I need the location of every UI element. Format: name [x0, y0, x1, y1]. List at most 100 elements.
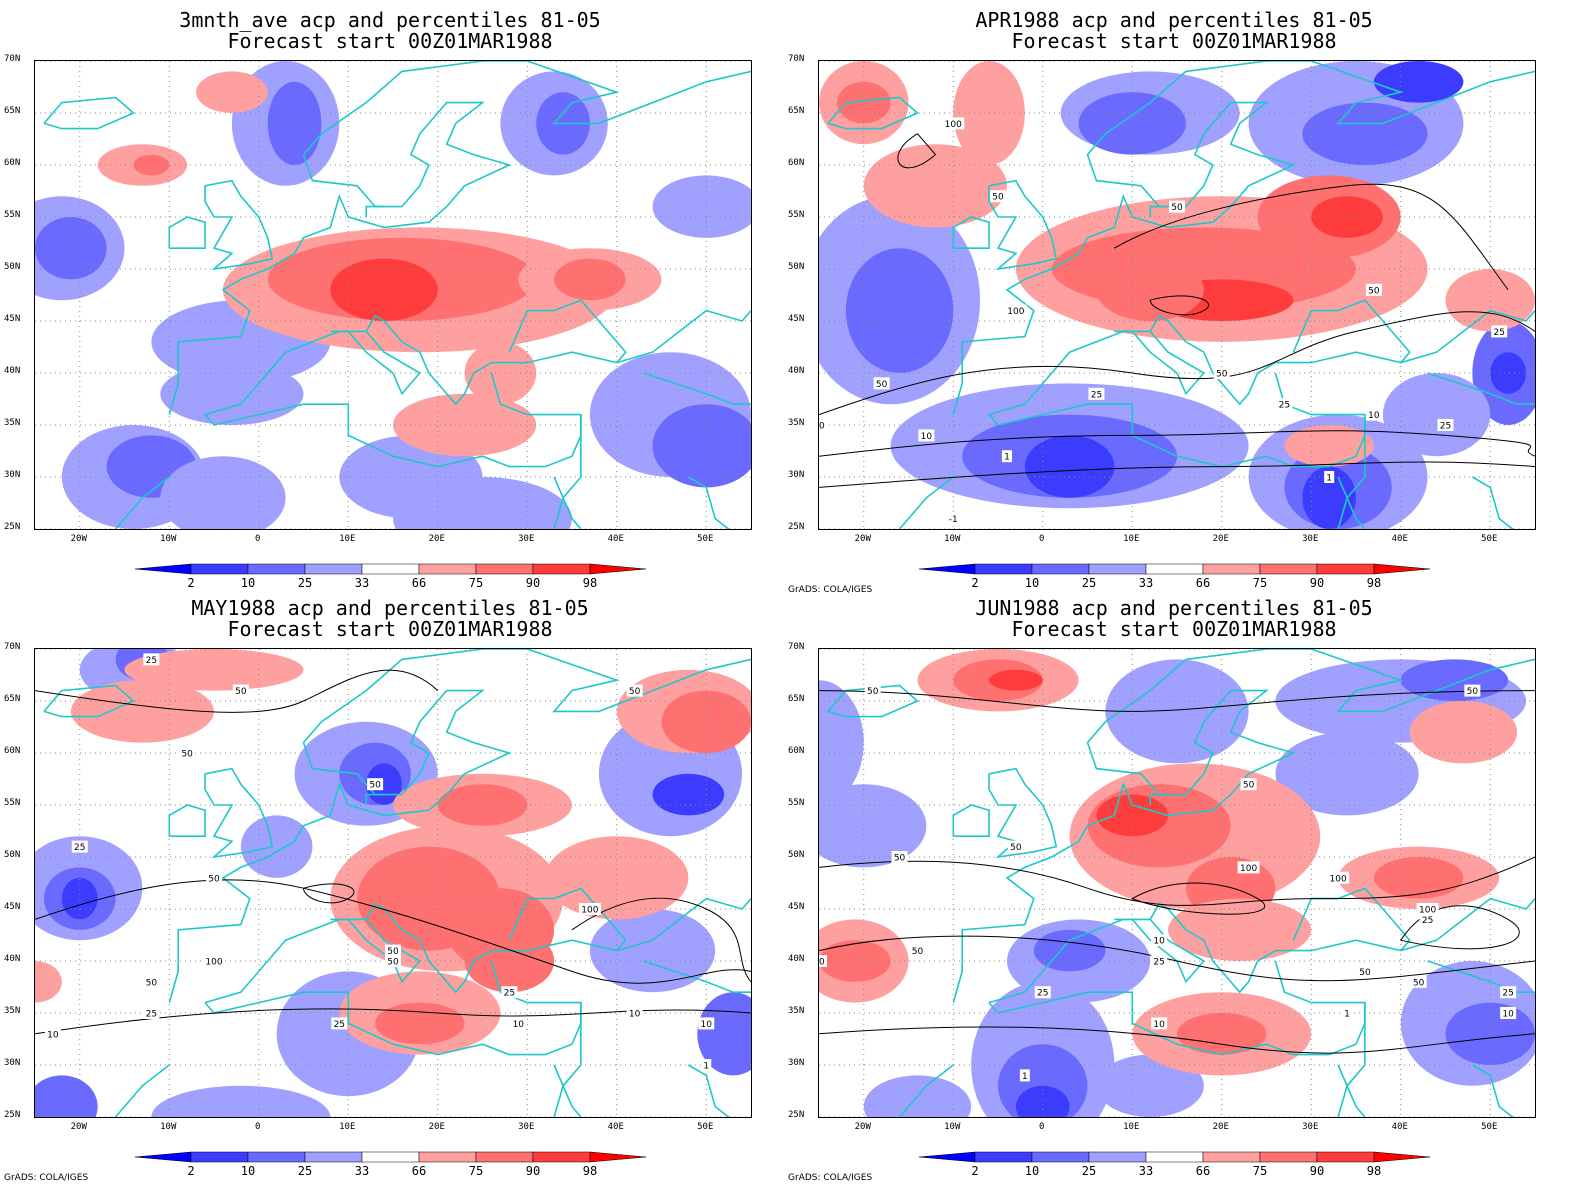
lat-label: 65N [4, 106, 21, 116]
percentile-shading [589, 909, 716, 993]
percentile-shading [1382, 373, 1491, 457]
contour-label: 25 [331, 1017, 348, 1030]
lat-label: 50N [788, 850, 805, 860]
coastline [952, 61, 1535, 415]
coastline [643, 372, 751, 405]
lat-label: 30N [788, 1058, 805, 1068]
coastline [168, 216, 206, 249]
lon-label: 20W [70, 534, 87, 544]
coastline [1114, 330, 1206, 396]
percentile-shading [464, 929, 555, 993]
contour-line [819, 311, 1535, 416]
lat-label: 40N [4, 366, 21, 376]
contour-label: 50 [1356, 965, 1373, 978]
colorbar-label: 10 [1024, 576, 1040, 590]
svg-text:50: 50 [1413, 978, 1425, 988]
contour-label: 100 [1237, 861, 1260, 874]
percentile-shading [1168, 898, 1312, 961]
coastline [168, 61, 751, 415]
coastline [365, 205, 385, 217]
colorbar [135, 563, 647, 575]
lat-label: 40N [788, 954, 805, 964]
map-plot [34, 60, 752, 530]
colorbar-segment [1373, 563, 1431, 575]
contour-label: 50 [1410, 975, 1427, 988]
lon-label: 40E [607, 534, 624, 544]
svg-text:50: 50 [1359, 968, 1371, 978]
lon-label: 20E [1212, 1122, 1229, 1132]
lat-label: 50N [4, 262, 21, 272]
percentile-shading [1373, 61, 1464, 103]
coastline [988, 299, 1411, 416]
colorbar-segment [974, 1151, 1033, 1163]
colorbar-segment [475, 1151, 534, 1163]
colorbar-label: 10 [240, 576, 256, 590]
percentile-shading [1284, 425, 1374, 467]
svg-text:50: 50 [387, 947, 399, 957]
svg-text:25: 25 [1440, 422, 1451, 432]
colorbar-label: 90 [1309, 1164, 1325, 1178]
lat-label: 25N [4, 1110, 21, 1120]
percentile-shading [1409, 701, 1518, 764]
contour-label: 50 [1365, 283, 1382, 296]
colorbar-label: 66 [411, 1164, 427, 1178]
svg-text:100: 100 [1330, 874, 1347, 884]
colorbar-segment [475, 563, 534, 575]
lat-label: 60N [4, 158, 21, 168]
svg-text:10: 10 [701, 1020, 713, 1030]
lon-label: 20W [854, 1122, 871, 1132]
colorbar-segment [1202, 1151, 1261, 1163]
colorbar-segment [1316, 1151, 1375, 1163]
contour-label: 10 [1151, 934, 1168, 947]
colorbar-segment [1031, 1151, 1090, 1163]
lat-label: 70N [788, 54, 805, 64]
coastline [687, 476, 730, 529]
lat-label: 60N [788, 746, 805, 756]
lon-label: 40E [607, 1122, 624, 1132]
coastline [204, 372, 582, 468]
svg-text:50: 50 [1171, 203, 1183, 213]
lon-label: 50E [697, 1122, 714, 1132]
colorbar [919, 1151, 1431, 1163]
contour-label: 50 [1464, 684, 1481, 697]
colorbar-label: 75 [468, 1164, 484, 1178]
percentile-shading [35, 1075, 98, 1117]
svg-text:50: 50 [1216, 370, 1228, 380]
contour-label: 100 [1416, 903, 1439, 916]
svg-text:50: 50 [1010, 843, 1022, 853]
svg-text:1: 1 [1004, 453, 1010, 463]
colorbar-label: 2 [187, 1164, 195, 1178]
contour-label: 10 [918, 429, 935, 442]
percentile-shading [160, 456, 286, 529]
svg-text:1: 1 [1326, 474, 1332, 484]
contour-label: 100 [578, 903, 601, 916]
coastline [204, 767, 274, 859]
lat-label: 55N [4, 210, 21, 220]
contour-label: 10 [1151, 1017, 1168, 1030]
coastline [114, 1064, 170, 1117]
svg-text:50: 50 [867, 687, 879, 697]
svg-text:10: 10 [1502, 1010, 1514, 1020]
lon-label: 10E [339, 1122, 356, 1132]
contour-label: 50 [1169, 200, 1185, 213]
lat-label: 30N [4, 470, 21, 480]
contour-label: 25 [143, 1007, 160, 1020]
contour-label: 50 [1213, 367, 1230, 380]
svg-text:50: 50 [181, 750, 193, 760]
colorbar-label: 75 [468, 576, 484, 590]
coastline [1471, 476, 1514, 529]
panel-jun: JUN1988 acp and percentiles 81-05 Foreca… [784, 588, 1582, 1186]
percentile-shading [151, 1085, 331, 1117]
coastline [553, 1064, 582, 1117]
coastline [553, 1002, 582, 1117]
percentile-shading [1400, 659, 1509, 701]
percentile-shading [1024, 435, 1115, 498]
lat-label: 50N [788, 262, 805, 272]
credit-text: GrADS: COLA/IGES [788, 1173, 873, 1183]
lon-label: 0 [255, 534, 261, 544]
lon-label: 10E [1123, 1122, 1140, 1132]
coastline [988, 179, 1058, 271]
svg-text:50: 50 [894, 854, 906, 864]
contour-line [819, 1026, 1535, 1054]
percentile-shading [1015, 1085, 1070, 1117]
